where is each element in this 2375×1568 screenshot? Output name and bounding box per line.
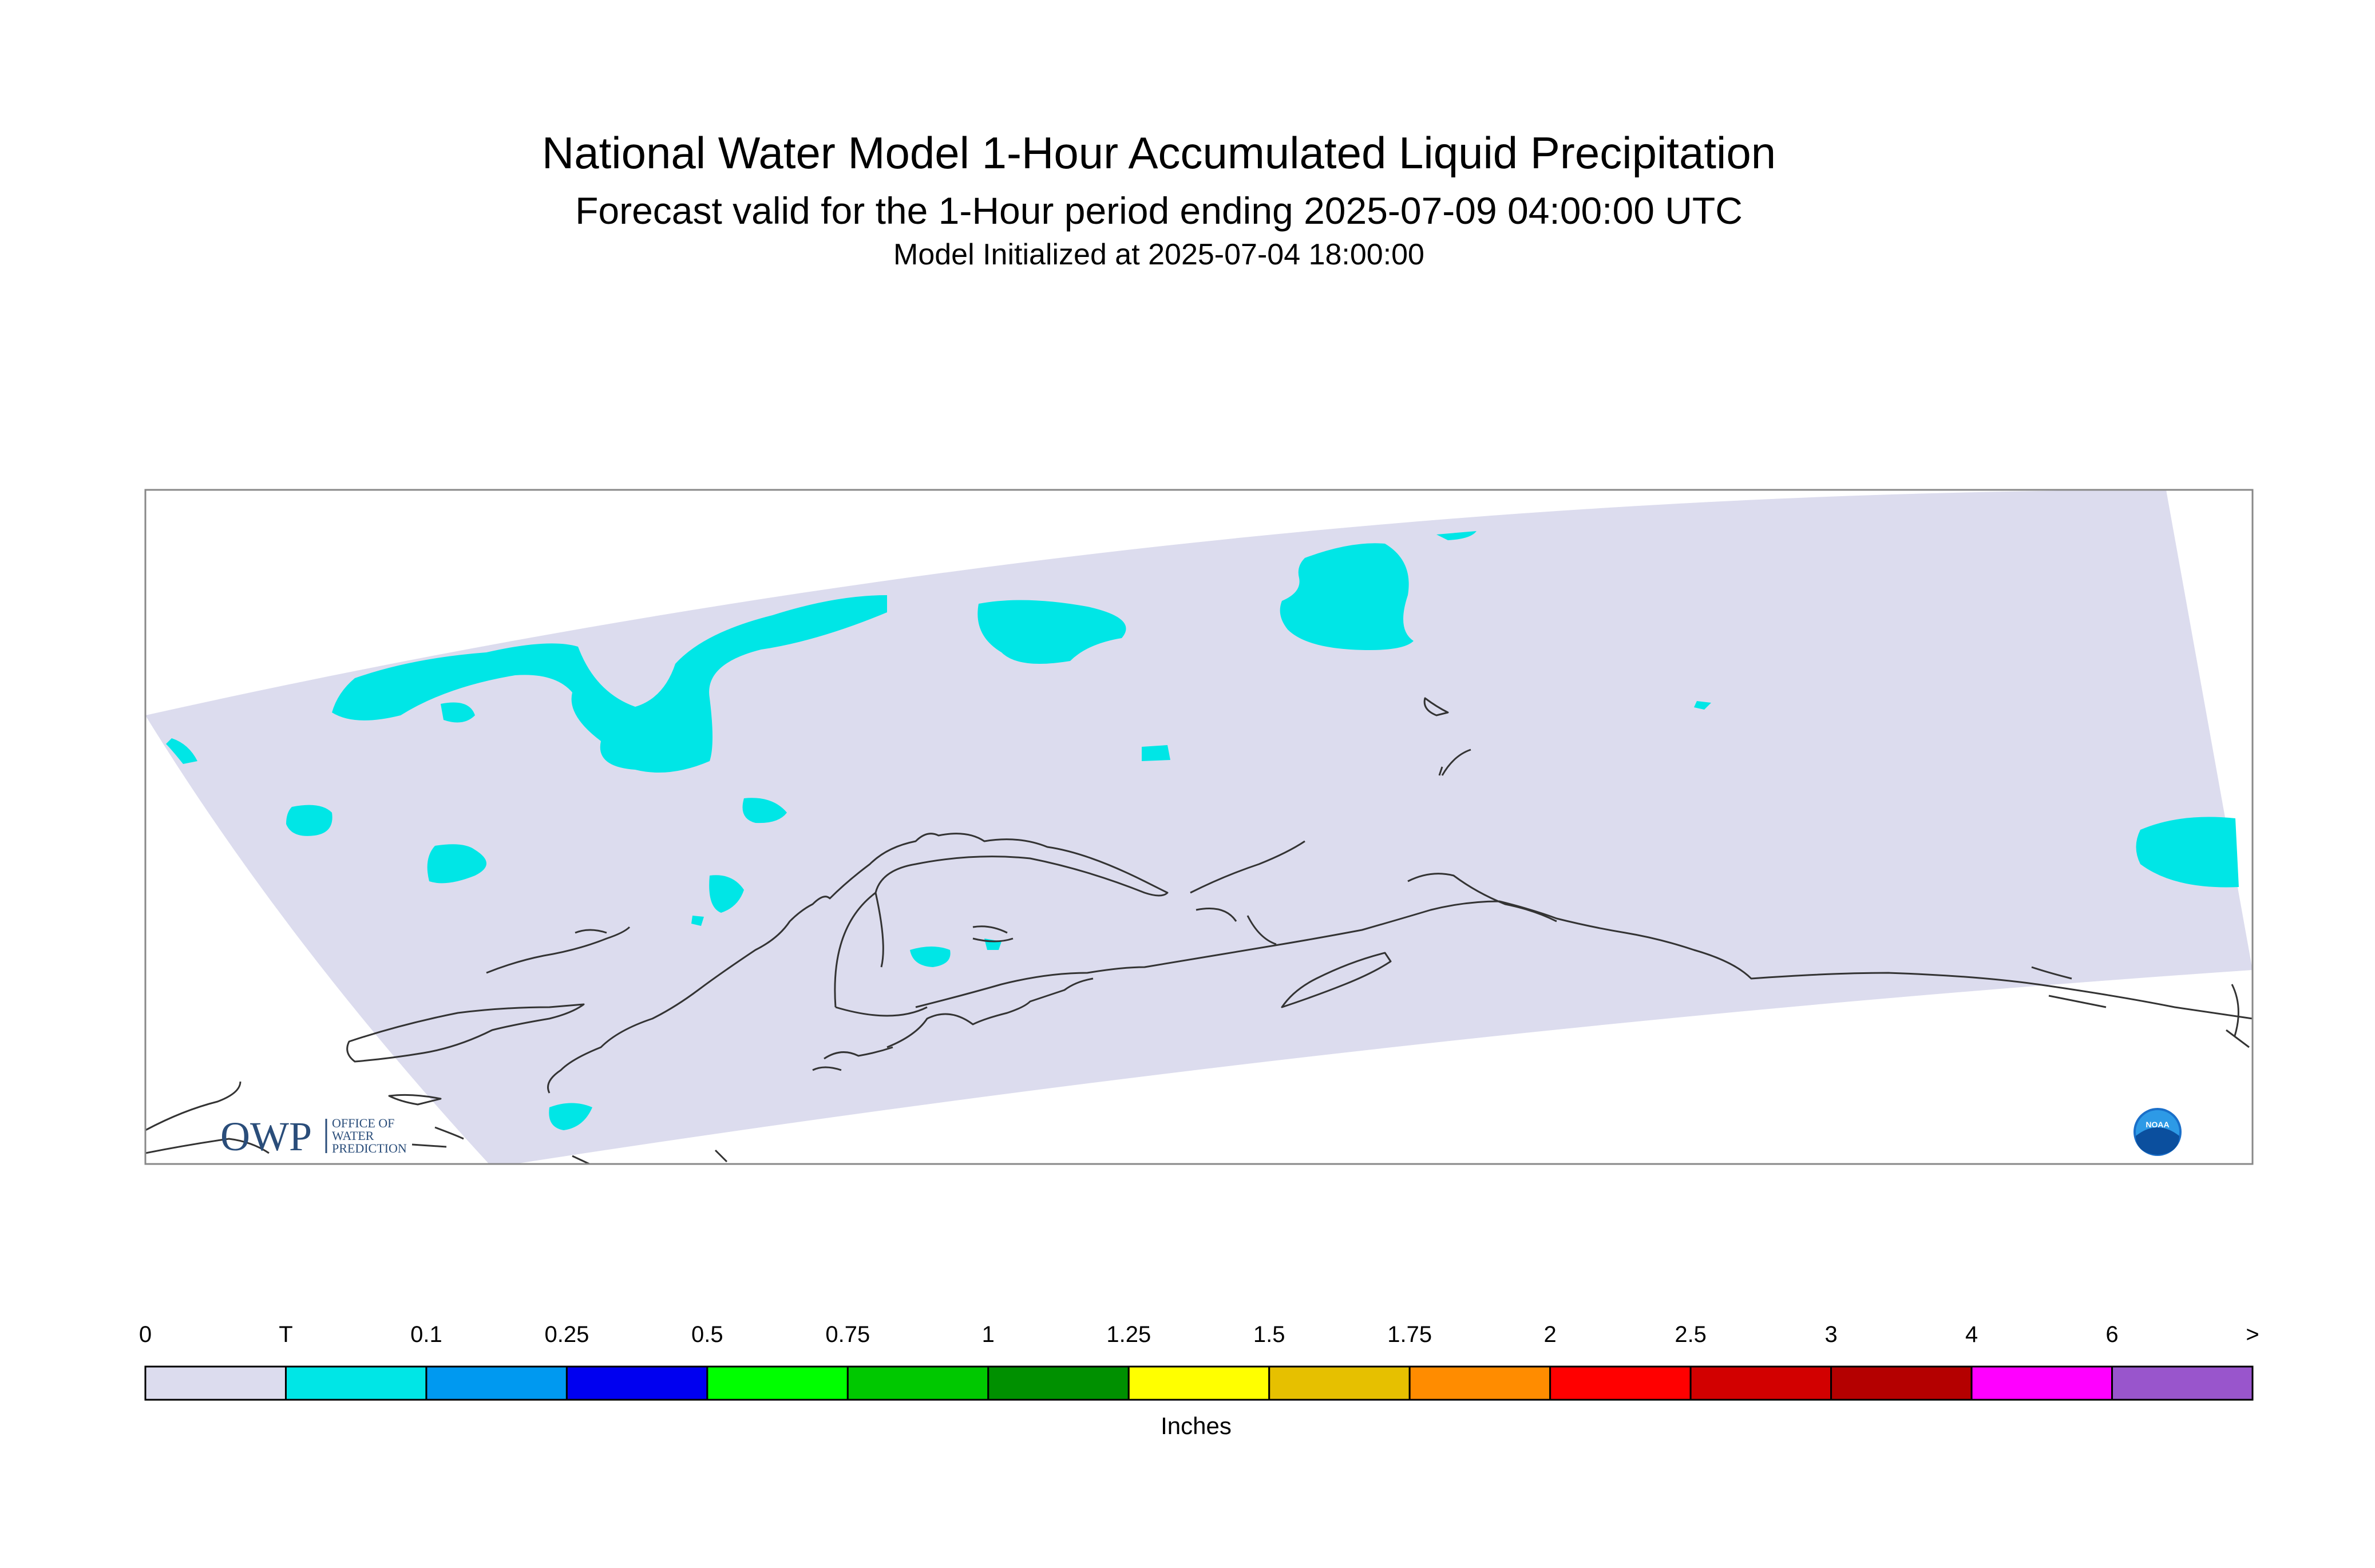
colorbar-tick-label: 2 (1543, 1322, 1557, 1347)
owp-logo: OWP OFFICE OF WATER PREDICTION (220, 1114, 407, 1159)
colorbar-swatch (1970, 1365, 2113, 1401)
owp-logo-line2: WATER (332, 1129, 374, 1143)
colorbar-tick-label: 6 (2105, 1322, 2119, 1347)
map-subtitle: Forecast valid for the 1-Hour period end… (575, 189, 1743, 232)
colorbar-swatch (565, 1365, 708, 1401)
colorbar-swatch (1408, 1365, 1551, 1401)
colorbar-units: Inches (1161, 1412, 1232, 1439)
model-domain (145, 490, 2253, 1164)
colorbar-tick-label: T (279, 1322, 293, 1347)
colorbar-swatch (284, 1365, 428, 1401)
colorbar-tick-label: 4 (1965, 1322, 1978, 1347)
colorbar-tick-label: 1.5 (1253, 1322, 1285, 1347)
owp-logo-line1: OFFICE OF (332, 1116, 394, 1130)
coastlines (145, 697, 2253, 1164)
colorbar-tick-label: 1.75 (1387, 1322, 1432, 1347)
noaa-logo: NOAA (2133, 1108, 2182, 1156)
colorbar-tick-label: 0 (138, 1322, 152, 1347)
colorbar-swatch (1549, 1365, 1692, 1401)
colorbar-swatch (846, 1365, 989, 1401)
colorbar-tick-label: 3 (1824, 1322, 1838, 1347)
colorbar-tick-label: 2.5 (1675, 1322, 1707, 1347)
colorbar-swatch (706, 1365, 849, 1401)
colorbar-swatch (1268, 1365, 1411, 1401)
colorbar-tick-label: 0.25 (544, 1322, 589, 1347)
colorbar-tick-label: 1.25 (1106, 1322, 1151, 1347)
colorbar-tick-label: 0.1 (410, 1322, 442, 1347)
colorbar-tick-label: 0.75 (825, 1322, 870, 1347)
trace-precip-areas (166, 531, 2239, 1130)
colorbar-swatch (144, 1365, 287, 1401)
colorbar-tick-label: 0.5 (691, 1322, 723, 1347)
owp-logo-line3: PREDICTION (332, 1141, 407, 1155)
map-title: National Water Model 1-Hour Accumulated … (541, 128, 1776, 178)
colorbar-swatch (425, 1365, 568, 1401)
noaa-logo-text: NOAA (2146, 1120, 2169, 1129)
colorbar (144, 1365, 2254, 1401)
owp-logo-mark: OWP (220, 1114, 312, 1159)
colorbar-tick-label: > (2246, 1322, 2259, 1347)
colorbar-swatch (1127, 1365, 1270, 1401)
colorbar-swatch (1689, 1365, 1832, 1401)
colorbar-tick-label: 1 (981, 1322, 995, 1347)
map-frame (144, 489, 2254, 1165)
colorbar-swatch (1830, 1365, 1973, 1401)
colorbar-swatch (987, 1365, 1130, 1401)
model-init-time: Model Initialized at 2025-07-04 18:00:00 (893, 238, 1424, 271)
colorbar-swatch (2111, 1365, 2254, 1401)
